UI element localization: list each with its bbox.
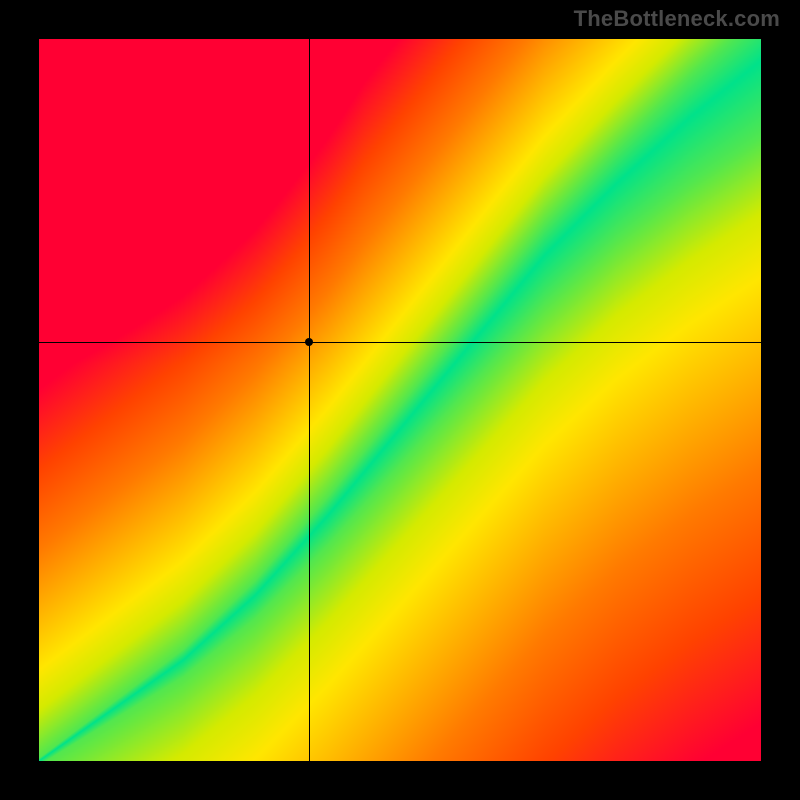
chart-frame: TheBottleneck.com <box>0 0 800 800</box>
watermark-text: TheBottleneck.com <box>574 6 780 32</box>
bottleneck-heatmap <box>39 39 761 761</box>
crosshair-vertical <box>309 39 310 761</box>
selection-dot <box>305 338 313 346</box>
crosshair-horizontal <box>39 342 761 343</box>
